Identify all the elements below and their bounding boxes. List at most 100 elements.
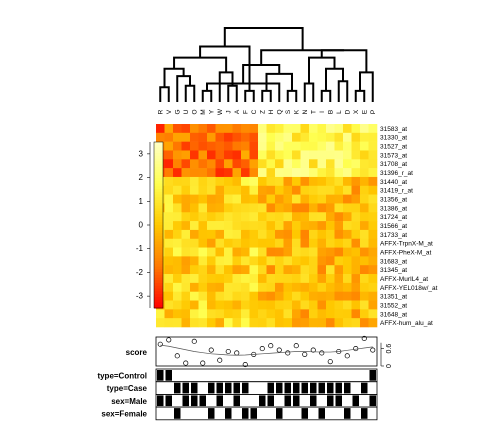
heatmap-cell: [173, 150, 182, 160]
heatmap-cell: [317, 256, 327, 266]
heatmap-cell: [207, 247, 216, 257]
heatmap-cell: [266, 185, 276, 195]
heatmap-cell: [317, 124, 327, 134]
heatmap-cell: [173, 309, 182, 319]
color-key-segment: [154, 247, 163, 251]
heatmap-cell: [360, 141, 369, 151]
heatmap-cell: [164, 309, 174, 319]
heatmap-cell: [215, 159, 225, 169]
color-key-segment: [154, 205, 163, 209]
heatmap-cell: [351, 238, 361, 248]
track-cell: [369, 395, 376, 407]
heatmap-cell: [360, 132, 369, 142]
heatmap-cell: [241, 282, 250, 292]
column-label: P: [370, 110, 377, 114]
heatmap-cell: [309, 309, 318, 319]
heatmap-cell: [241, 212, 250, 222]
row-label: AFFX-PheX-M_at: [380, 249, 431, 256]
heatmap-cell: [343, 194, 352, 204]
heatmap-cell: [181, 124, 191, 134]
heatmap-cell: [343, 124, 352, 134]
heatmap-cell: [232, 282, 242, 292]
heatmap-cell: [343, 309, 352, 319]
heatmap-cell: [360, 247, 369, 257]
heatmap-cell: [300, 176, 310, 187]
heatmap-cell: [300, 291, 310, 301]
row-label: 31330_at: [380, 135, 407, 142]
track-cell: [361, 382, 368, 394]
heatmap-cell: [266, 229, 276, 240]
heatmap-cell: [283, 229, 293, 240]
heatmap-cell: [351, 318, 361, 328]
color-key-segment: [154, 274, 163, 278]
track-cell: [174, 408, 181, 419]
heatmap-cell: [334, 238, 344, 248]
track-cell: [225, 382, 232, 394]
heatmap-cell: [241, 203, 250, 213]
heatmap-cell: [334, 318, 344, 328]
heatmap-cell: [334, 274, 344, 284]
heatmap-cell: [283, 132, 293, 142]
track-cell: [191, 395, 198, 407]
heatmap-cell: [317, 300, 327, 310]
heatmap-cell: [190, 229, 199, 240]
heatmap-cell: [173, 282, 182, 292]
dendrogram-branch: [261, 89, 272, 102]
heatmap-cell: [181, 256, 191, 266]
heatmap-cell: [334, 132, 344, 142]
heatmap-cell: [198, 203, 208, 213]
heatmap-cell: [309, 141, 318, 151]
color-key-segment: [154, 216, 163, 220]
color-key-segment: [154, 208, 163, 212]
heatmap-cell: [258, 132, 267, 142]
heatmap-cell: [326, 168, 335, 178]
heatmap-cell: [266, 132, 276, 142]
heatmap-cell: [164, 318, 174, 328]
heatmap-cell: [309, 150, 318, 160]
heatmap-cell: [156, 318, 165, 328]
score-point: [302, 351, 308, 357]
heatmap-cell: [181, 141, 191, 151]
heatmap-cell: [360, 265, 369, 275]
heatmap-cell: [181, 309, 191, 319]
heatmap-cell: [215, 238, 225, 248]
heatmap-cell: [190, 194, 199, 204]
track-cell: [250, 408, 257, 419]
heatmap-cell: [224, 203, 233, 213]
heatmap-cell: [334, 291, 344, 301]
color-key-segment: [154, 164, 163, 168]
color-key-frame: [153, 141, 164, 309]
heatmap-cell: [334, 168, 344, 178]
color-key-segment: [154, 258, 163, 262]
heatmap-cell: [232, 141, 242, 151]
dendrogram-branch: [159, 86, 170, 102]
track-cell: [318, 382, 325, 394]
color-key-segment: [154, 305, 163, 309]
heatmap-cell: [190, 256, 199, 266]
heatmap-cell: [275, 238, 284, 248]
heatmap-cell: [326, 238, 335, 248]
heatmap-cell: [351, 265, 361, 275]
heatmap-cell: [343, 247, 352, 257]
heatmap-cell: [351, 229, 361, 240]
heatmap-cell: [266, 256, 276, 266]
heatmap-cell: [164, 247, 174, 257]
track-cell: [284, 382, 291, 394]
heatmap-cell: [241, 318, 250, 328]
heatmap-cell: [258, 141, 267, 151]
heatmap-cell: [317, 309, 327, 319]
row-label: 31566_at: [380, 223, 407, 230]
color-key-segment: [154, 183, 163, 187]
heatmap-cell: [190, 291, 199, 301]
column-label: T: [310, 110, 317, 114]
heatmap-cell: [173, 300, 182, 310]
heatmap-cell: [249, 150, 259, 160]
heatmap-cell: [198, 150, 208, 160]
color-key-tick-label: -1: [136, 244, 144, 253]
heatmap-cell: [258, 229, 267, 240]
score-point: [268, 343, 274, 349]
dendrogram-branch: [337, 80, 349, 102]
heatmap-cell: [249, 291, 259, 301]
heatmap-cell: [317, 247, 327, 257]
heatmap-cell: [343, 168, 352, 178]
